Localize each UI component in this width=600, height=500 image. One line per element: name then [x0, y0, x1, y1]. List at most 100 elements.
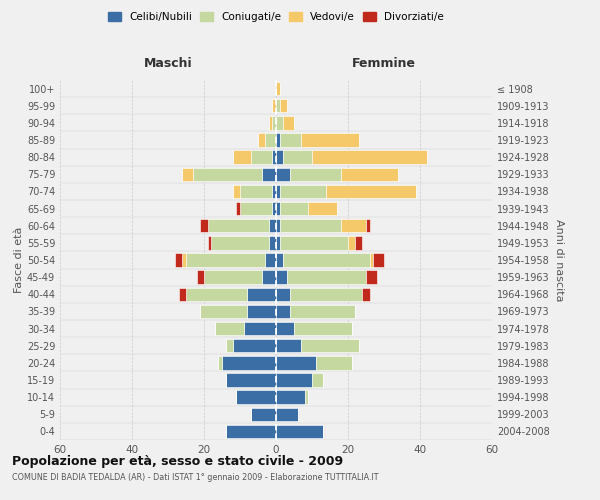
Bar [240, 202, 272, 215]
Bar [276, 99, 280, 112]
Text: Maschi: Maschi [143, 56, 193, 70]
Bar [251, 150, 272, 164]
Bar [186, 288, 247, 301]
Text: Femmine: Femmine [352, 56, 416, 70]
Bar [262, 270, 276, 284]
Bar [316, 356, 352, 370]
Bar [326, 184, 416, 198]
Bar [251, 408, 276, 421]
Bar [182, 168, 193, 181]
Bar [258, 134, 265, 146]
Bar [269, 236, 276, 250]
Bar [301, 134, 359, 146]
Bar [272, 99, 276, 112]
Bar [226, 424, 276, 438]
Bar [215, 322, 244, 336]
Bar [244, 322, 276, 336]
Bar [236, 202, 240, 215]
Bar [276, 356, 316, 370]
Bar [290, 288, 362, 301]
Y-axis label: Fasce di età: Fasce di età [14, 227, 24, 293]
Bar [290, 168, 341, 181]
Bar [272, 150, 276, 164]
Bar [280, 134, 301, 146]
Bar [211, 236, 269, 250]
Bar [348, 236, 355, 250]
Bar [276, 116, 283, 130]
Bar [280, 202, 308, 215]
Bar [200, 219, 208, 232]
Bar [197, 270, 204, 284]
Bar [265, 134, 276, 146]
Bar [272, 202, 276, 215]
Bar [233, 184, 240, 198]
Bar [272, 116, 276, 130]
Bar [283, 254, 370, 266]
Bar [240, 184, 272, 198]
Bar [305, 390, 308, 404]
Bar [362, 288, 370, 301]
Bar [175, 254, 182, 266]
Bar [276, 168, 290, 181]
Bar [276, 390, 305, 404]
Bar [280, 184, 326, 198]
Bar [276, 270, 287, 284]
Bar [265, 254, 276, 266]
Bar [269, 116, 272, 130]
Bar [272, 184, 276, 198]
Bar [222, 356, 276, 370]
Bar [208, 236, 211, 250]
Bar [218, 356, 222, 370]
Bar [179, 288, 186, 301]
Bar [312, 150, 427, 164]
Bar [247, 304, 276, 318]
Bar [276, 150, 283, 164]
Bar [208, 219, 269, 232]
Text: COMUNE DI BADIA TEDALDA (AR) - Dati ISTAT 1° gennaio 2009 - Elaborazione TUTTITA: COMUNE DI BADIA TEDALDA (AR) - Dati ISTA… [12, 472, 379, 482]
Bar [276, 322, 294, 336]
Text: Popolazione per età, sesso e stato civile - 2009: Popolazione per età, sesso e stato civil… [12, 455, 343, 468]
Bar [233, 150, 251, 164]
Bar [341, 168, 398, 181]
Bar [280, 99, 287, 112]
Bar [276, 82, 280, 96]
Bar [276, 288, 290, 301]
Bar [283, 150, 312, 164]
Bar [276, 339, 301, 352]
Bar [301, 339, 359, 352]
Bar [204, 270, 262, 284]
Bar [276, 304, 290, 318]
Bar [276, 184, 280, 198]
Bar [276, 424, 323, 438]
Bar [276, 134, 280, 146]
Bar [247, 288, 276, 301]
Bar [193, 168, 262, 181]
Bar [276, 202, 280, 215]
Legend: Celibi/Nubili, Coniugati/e, Vedovi/e, Divorziati/e: Celibi/Nubili, Coniugati/e, Vedovi/e, Di… [104, 8, 448, 26]
Bar [226, 339, 233, 352]
Bar [276, 374, 312, 386]
Bar [312, 374, 323, 386]
Bar [186, 254, 265, 266]
Bar [373, 254, 384, 266]
Bar [276, 408, 298, 421]
Bar [233, 339, 276, 352]
Bar [200, 304, 247, 318]
Bar [280, 219, 341, 232]
Bar [366, 219, 370, 232]
Bar [366, 270, 377, 284]
Bar [226, 374, 276, 386]
Bar [290, 304, 355, 318]
Bar [308, 202, 337, 215]
Bar [276, 219, 280, 232]
Bar [294, 322, 352, 336]
Bar [370, 254, 373, 266]
Bar [236, 390, 276, 404]
Bar [276, 254, 283, 266]
Y-axis label: Anni di nascita: Anni di nascita [554, 219, 563, 301]
Bar [280, 236, 348, 250]
Bar [262, 168, 276, 181]
Bar [182, 254, 186, 266]
Bar [287, 270, 366, 284]
Bar [283, 116, 294, 130]
